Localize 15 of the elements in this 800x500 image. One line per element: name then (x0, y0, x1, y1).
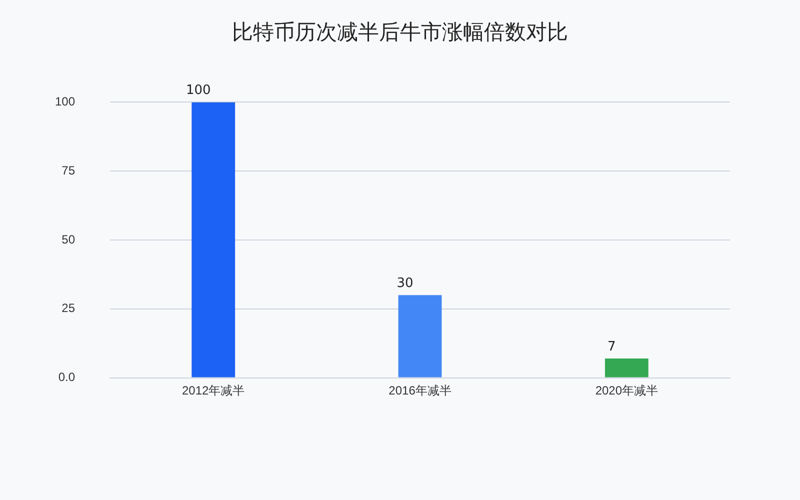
y-tick-label: 75 (62, 163, 76, 178)
y-tick-label: 100 (54, 94, 76, 109)
x-tick-label: 2016年减半 (388, 383, 452, 398)
data-label: 100 (186, 83, 211, 98)
x-tick-label: 2012年减半 (182, 383, 245, 398)
data-label: 30 (396, 276, 414, 291)
x-tick-label: 2020年减半 (595, 383, 658, 398)
data-label: 7 (608, 339, 616, 354)
y-tick-label: 0.0 (58, 370, 76, 384)
bar (604, 358, 648, 378)
y-tick-label: 50 (62, 232, 76, 246)
chart-title: 比特币历次减半后牛市涨幅倍数对比 (231, 19, 569, 46)
bar (192, 102, 236, 378)
y-tick-label: 25 (62, 301, 76, 316)
bar (398, 295, 442, 378)
